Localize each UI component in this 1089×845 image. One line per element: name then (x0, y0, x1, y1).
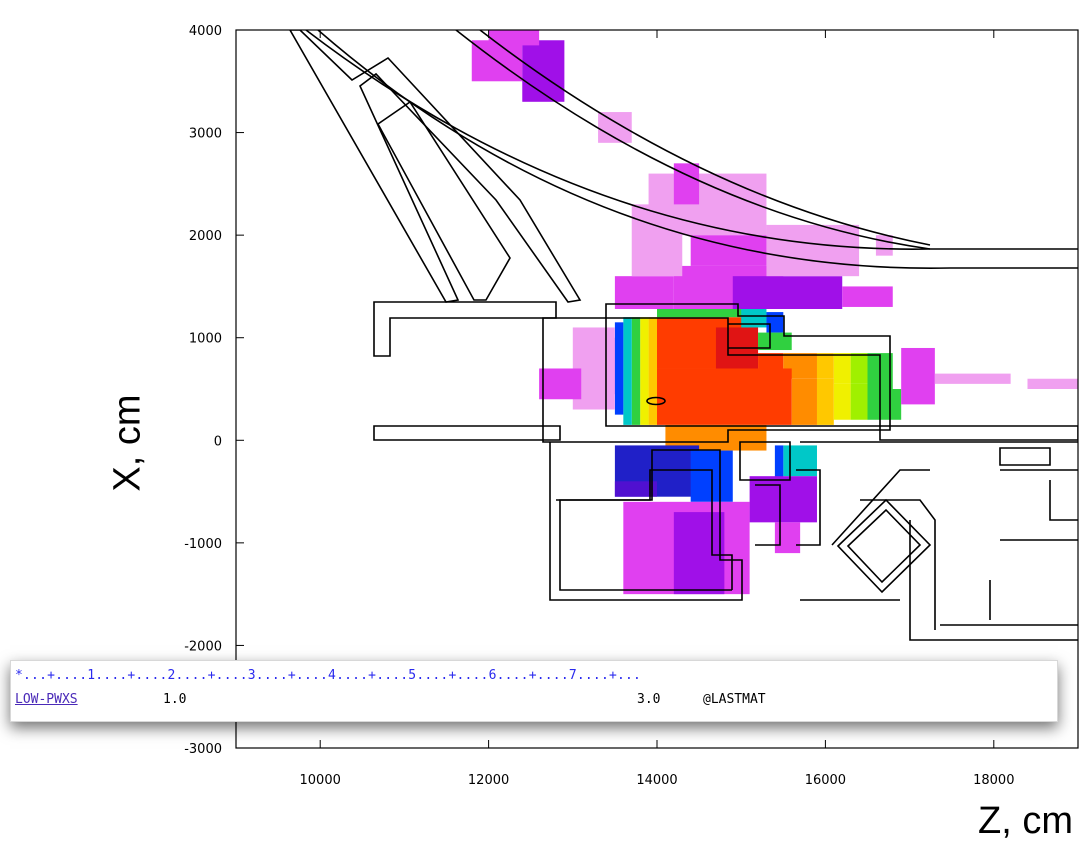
y-tick-label-5: -1000 (184, 537, 222, 552)
heatmap-cell-10 (816, 378, 834, 425)
lower-hall (549, 442, 743, 601)
beam-line-right (879, 425, 1078, 441)
x-tick-label-3: 16000 (805, 773, 846, 788)
heatmap-cell-25 (758, 332, 792, 351)
axis-ticks: 10000 12000 14000 16000 18000400030002000100… (184, 24, 1014, 788)
heatmap-cell-4 (816, 353, 834, 379)
heatmap-cell-33 (749, 476, 817, 523)
geometry-outlines (289, 30, 1078, 641)
lower-shaft-2 (755, 484, 781, 546)
curved-wall-top-2 (455, 30, 931, 250)
heatmap-cell-45 (539, 368, 582, 400)
main-hall-outer (542, 303, 891, 443)
x-tick-label-2: 14000 (636, 773, 677, 788)
heatmap-cell-47 (934, 373, 1011, 384)
heatmap-cell-11 (833, 383, 851, 420)
heatmap-cell-50 (522, 40, 565, 102)
card-what1-value: 1.0 (163, 692, 187, 707)
heatmap-cell-18 (623, 317, 632, 425)
heatmap-cell-19 (614, 322, 624, 415)
heatmap-cell-22 (657, 308, 759, 318)
y-tick-label-0: 4000 (189, 24, 222, 39)
x-tick-label-0: 10000 (300, 773, 341, 788)
heatmap-cell-34 (774, 522, 801, 554)
heatmap-cell-29 (783, 445, 817, 477)
heatmap-cell-17 (631, 317, 641, 425)
card-sdum-value: @LASTMAT (703, 692, 766, 707)
column-ruler: *...+....1....+....2....+....3....+....4… (15, 668, 642, 683)
heatmap-cell-23 (741, 308, 767, 328)
lower-shaft-1 (739, 441, 791, 481)
heatmap-cell-16 (640, 317, 649, 425)
card-row: LOW-PWXS 1.0 3.0 @LASTMAT (15, 692, 1045, 712)
y-axis-label: X, cm (106, 394, 149, 492)
heatmap-cell-38 (732, 276, 843, 309)
heatmap-cell-30 (774, 445, 784, 497)
card-name-link[interactable]: LOW-PWXS (15, 692, 78, 707)
heatmap-cell-48 (1027, 378, 1078, 389)
heatmap-cell-9 (791, 378, 817, 425)
x-tick-label-4: 18000 (973, 773, 1014, 788)
heatmap-cell-15 (648, 317, 657, 425)
heatmap-cell-6 (850, 353, 868, 384)
y-tick-label-6: -2000 (184, 639, 222, 654)
hall-alcove (728, 323, 771, 349)
heatmap-cell-24 (766, 312, 784, 333)
x-axis-label: Z, cm (978, 800, 1073, 842)
y-tick-label-7: -3000 (184, 742, 222, 757)
heatmap-cell-5 (833, 353, 851, 384)
input-card-panel: *...+....1....+....2....+....3....+....4… (10, 660, 1058, 722)
heatmap-cell-43 (842, 286, 893, 307)
right-complex (800, 441, 1078, 641)
curved-wall-outer (317, 30, 1078, 269)
right-rooms (800, 469, 1078, 601)
heatmap-cell-8 (657, 368, 792, 425)
heatmap-cell-46 (901, 347, 935, 405)
beam-line (373, 425, 561, 441)
diagonal-tunnel-inner (376, 100, 511, 301)
heatmap-cell-12 (850, 383, 868, 420)
curved-wall-top (479, 30, 931, 246)
y-tick-label-1: 3000 (189, 127, 222, 142)
heatmap-cell-13 (867, 389, 902, 420)
heatmap-cell-28 (614, 481, 657, 497)
heatmap-cell-51 (488, 30, 540, 46)
heatmap-cells (471, 30, 1078, 595)
curved-wall-inner (305, 30, 1078, 250)
card-what6-value: 3.0 (637, 692, 661, 707)
y-tick-label-2: 2000 (189, 229, 222, 244)
heatmap-cell-32 (673, 512, 725, 595)
heatmap-cell-39 (766, 224, 860, 277)
heatmap-cell-53 (875, 235, 893, 256)
left-stub (373, 301, 557, 357)
lower-room (556, 469, 733, 590)
main-hall-inner (605, 317, 881, 427)
x-tick-label-1: 12000 (468, 773, 509, 788)
y-tick-label-4: 0 (214, 434, 222, 449)
heatmap-cell-42 (673, 163, 700, 205)
beam-marker (646, 396, 666, 406)
tilted-box (836, 498, 932, 594)
lower-shaft-3 (796, 469, 821, 546)
y-tick-label-3: 1000 (189, 332, 222, 347)
